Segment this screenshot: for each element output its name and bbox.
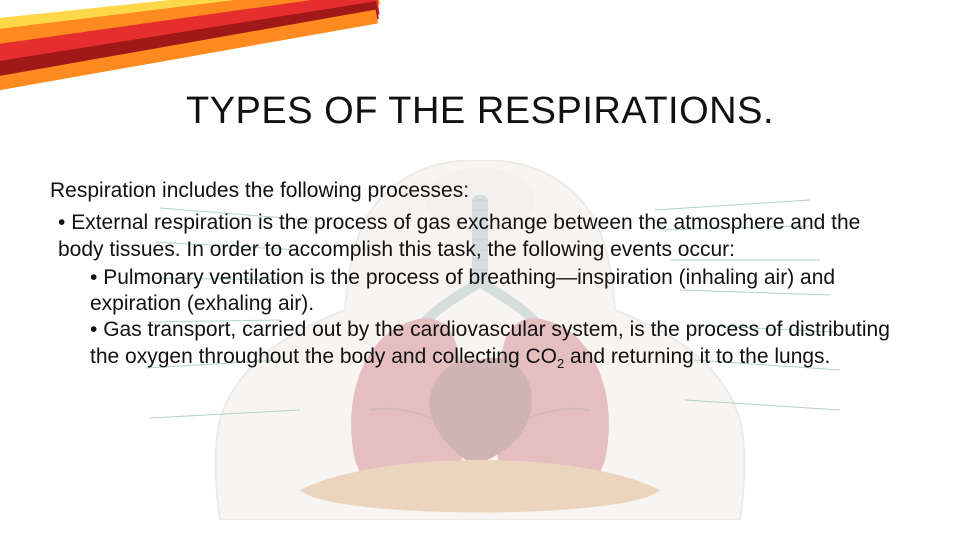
ribbon-stripe bbox=[0, 0, 380, 73]
slide: TYPES OF THE RESPIRATIONS. bbox=[0, 0, 960, 540]
sub2-part-b: and returning it to the lungs. bbox=[564, 345, 830, 368]
sub-bullet-1: Pulmonary ventilation is the process of … bbox=[90, 265, 910, 318]
sub-bullet-list: Pulmonary ventilation is the process of … bbox=[58, 265, 910, 372]
sub-bullet-2: Gas transport, carried out by the cardio… bbox=[90, 317, 910, 372]
ribbon-stripe bbox=[0, 0, 380, 42]
bullet-list: External respiration is the process of g… bbox=[50, 210, 910, 372]
bullet-1: External respiration is the process of g… bbox=[58, 210, 910, 372]
ribbon-stripe bbox=[0, 0, 380, 56]
corner-ribbon bbox=[0, 0, 340, 90]
bullet-1-text: External respiration is the process of g… bbox=[58, 211, 860, 260]
content-area: Respiration includes the following proce… bbox=[0, 160, 960, 540]
slide-title: TYPES OF THE RESPIRATIONS. bbox=[0, 90, 960, 133]
ribbon-stripe bbox=[0, 10, 378, 97]
body-text: Respiration includes the following proce… bbox=[50, 178, 910, 372]
ribbon-stripe bbox=[0, 1, 379, 84]
intro-line: Respiration includes the following proce… bbox=[50, 178, 910, 204]
